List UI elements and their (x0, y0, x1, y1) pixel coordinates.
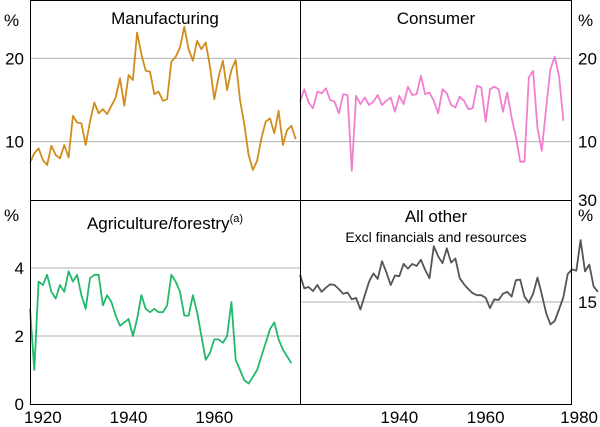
panel-title-agriculture-footnote: (a) (230, 213, 243, 225)
panel-title-all-other: All other (405, 207, 468, 226)
x-tick-label-right-1980: 1980 (560, 408, 598, 427)
y-tick-label-all_other-15: 15 (578, 293, 597, 312)
series-line-agriculture (29, 270, 293, 385)
series-layer (29, 25, 599, 385)
y-tick-label-all_other-30: 30 (578, 191, 597, 210)
panel-title-consumer: Consumer (397, 9, 476, 28)
unit-label-top-right: % (578, 11, 593, 30)
x-tick-label-left-1940: 1940 (110, 408, 148, 427)
y-tick-label-manufacturing-20: 20 (5, 49, 24, 68)
unit-label-bottom-right: % (578, 206, 593, 225)
series-line-manufacturing (29, 25, 297, 171)
tick-label-layer: 10 20 10 20 0 2 4 15 30 1920 1940 1960 1940 1960 1980 (5, 49, 598, 427)
panel-title-manufacturing: Manufacturing (111, 9, 219, 28)
x-tick-label-left-1960: 1960 (195, 408, 233, 427)
panel-subtitle-all-other: Excl financials and resources (345, 229, 526, 245)
series-line-all_other (299, 239, 599, 326)
grid-layer (30, 57, 572, 337)
unit-label-top-left: % (4, 11, 19, 30)
x-tick-label-left-1920: 1920 (24, 408, 62, 427)
y-tick-label-agriculture-4: 4 (15, 259, 24, 278)
y-tick-label-manufacturing-10: 10 (5, 133, 24, 152)
panel-title-agriculture-text: Agriculture/forestry (87, 214, 230, 233)
y-tick-label-consumer-10: 10 (578, 133, 597, 152)
unit-label-bottom-left: % (4, 206, 19, 225)
y-tick-label-agriculture-0: 0 (15, 395, 24, 414)
x-tick-label-right-1960: 1960 (467, 408, 505, 427)
x-tick-label-right-1940: 1940 (380, 408, 418, 427)
y-tick-label-agriculture-2: 2 (15, 327, 24, 346)
y-tick-label-consumer-20: 20 (578, 49, 597, 68)
series-line-consumer (299, 55, 565, 172)
panel-title-agriculture: Agriculture/forestry(a) (87, 213, 243, 233)
